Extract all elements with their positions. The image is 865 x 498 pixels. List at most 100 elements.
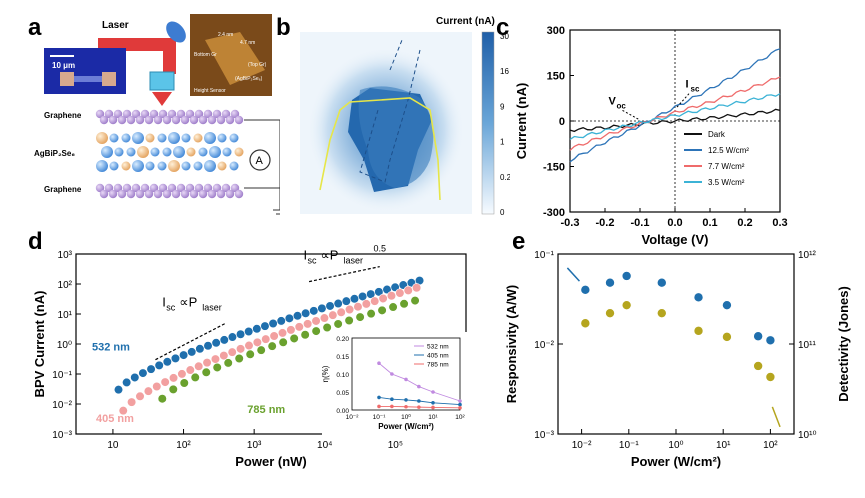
agbip2se6-atom [145,161,155,171]
graphene-atom [234,189,244,199]
data-point [386,291,397,301]
y-tick-label: -300 [543,207,565,219]
agbip2se6-atom [217,133,227,143]
data-point [284,313,294,323]
linear-annotation-mid: ∝P [179,294,197,309]
agbip2se6-atom [114,147,124,157]
y-tick-label-right: 10¹⁰ [798,430,816,441]
graphene-atom [144,115,154,125]
colorbar-tick-label: 16 [500,67,509,76]
data-point [753,331,763,342]
graphene-atom [108,115,118,125]
sqrt-annotation-sub2: laser [344,256,364,266]
x-axis-label: Voltage (V) [642,232,709,247]
x-tick-label: 10⁰ [668,440,683,451]
inset-legend-label: 532 nm [427,344,449,351]
data-point [765,372,776,382]
graphene-atom [203,109,213,119]
graphene-atom [216,115,226,125]
x-axis-label: Power (W/cm²) [631,454,721,469]
y-tick-label: 10⁻² [52,400,72,411]
inset-point [404,404,408,409]
data-point [122,377,132,388]
series-label-532: 532 nm [92,342,130,354]
isc-arrow [676,93,690,108]
graphene-atom [149,183,159,193]
inset-line [378,362,461,402]
agbip2se6-atom [121,161,131,171]
optical-electrode-left [60,72,74,86]
data-point [203,341,213,351]
agbip2se6-atom [209,146,221,158]
inset-point [390,397,394,401]
inset-legend-label: 405 nm [427,353,449,360]
y-axis-label: BPV Current (nA) [32,291,47,398]
data-point [319,313,330,323]
x-tick-label: 0.0 [667,217,682,229]
agbip2se6-atom [168,160,180,172]
inset-x-tick-label: 10⁰ [401,413,411,421]
data-point [168,384,178,394]
data-point [118,406,128,416]
agbip2se6-atom [186,147,196,157]
data-point [160,377,170,387]
colorbar-tick-label: 1 [500,138,505,147]
inset-y-tick-label: 0.05 [336,390,349,397]
layer-top-label: Graphene [44,111,82,120]
inset-x-label: Power (W/cm²) [378,422,434,431]
data-point [179,378,189,388]
linear-annotation-sub: sc [166,302,176,312]
agbip2se6-atom [173,146,185,158]
data-point [219,335,229,345]
isc-annotation-sub: sc [691,85,700,94]
data-point [168,373,179,383]
data-point [580,285,591,295]
data-point [311,326,321,336]
graphene-atom [113,109,123,119]
graphene-atom [167,109,177,119]
series-label-785: 785 nm [247,404,285,416]
laser-beam-horizontal [98,38,176,51]
data-point [143,386,153,396]
agbip2se6-atom [193,133,203,143]
data-point [322,322,332,333]
graphene-atom [126,189,136,199]
inset-y-tick-label: 0.20 [336,336,349,343]
y-axis-label-right: Detectivity (Jones) [836,286,851,402]
sqrt-fit-line [308,266,380,283]
agbip2se6-atom [157,133,167,143]
laser-beam-vertical [163,38,176,74]
inset-y-tick-label: 0.15 [336,354,349,361]
data-point [190,372,200,383]
data-point [252,337,262,347]
inset-frame [351,337,461,411]
legend-label: 3.5 W/cm² [708,178,745,187]
graphene-atom [198,189,208,199]
data-point [177,369,187,379]
agbip2se6-atom [168,132,180,144]
graphene-atom [230,183,240,193]
y-tick-label: 10² [58,280,73,291]
y-tick-label: 10⁰ [57,340,72,351]
inset-y-label: η(%) [321,365,330,382]
isc-annotation: I [686,79,689,91]
data-point [135,391,145,401]
data-point [235,329,246,339]
data-point [341,296,351,306]
data-point [219,350,229,361]
x-tick-label: -0.3 [561,217,580,229]
inset-point [404,398,408,402]
data-point [268,318,278,329]
colorbar-tick-label: 0 [500,208,505,217]
agbip2se6-atom [181,133,191,143]
data-point [378,293,388,304]
data-point [349,294,360,304]
graphene-atom [167,183,177,193]
agbip2se6-atom [162,147,172,157]
agbip2se6-atom [222,147,232,157]
agbip2se6-layer [96,132,244,172]
afm-label-6: Height Sensor [194,88,226,94]
inset-point [377,361,381,365]
right-axis-arrow-icon [771,406,781,428]
data-point [328,310,338,320]
